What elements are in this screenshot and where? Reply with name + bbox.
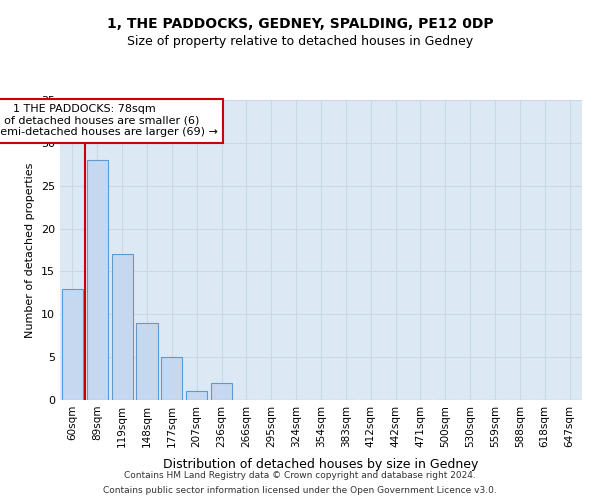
Bar [62,288,83,400]
Bar [161,357,182,400]
Text: Contains public sector information licensed under the Open Government Licence v3: Contains public sector information licen… [103,486,497,495]
Bar [211,383,232,400]
Bar [136,323,158,400]
Text: Size of property relative to detached houses in Gedney: Size of property relative to detached ho… [127,35,473,48]
Bar [186,392,207,400]
Text: Contains HM Land Registry data © Crown copyright and database right 2024.: Contains HM Land Registry data © Crown c… [124,471,476,480]
Bar [87,160,108,400]
Bar [112,254,133,400]
Y-axis label: Number of detached properties: Number of detached properties [25,162,35,338]
Text: 1 THE PADDOCKS: 78sqm
← 8% of detached houses are smaller (6)
91% of semi-detach: 1 THE PADDOCKS: 78sqm ← 8% of detached h… [0,104,218,138]
X-axis label: Distribution of detached houses by size in Gedney: Distribution of detached houses by size … [163,458,479,471]
Text: 1, THE PADDOCKS, GEDNEY, SPALDING, PE12 0DP: 1, THE PADDOCKS, GEDNEY, SPALDING, PE12 … [107,18,493,32]
